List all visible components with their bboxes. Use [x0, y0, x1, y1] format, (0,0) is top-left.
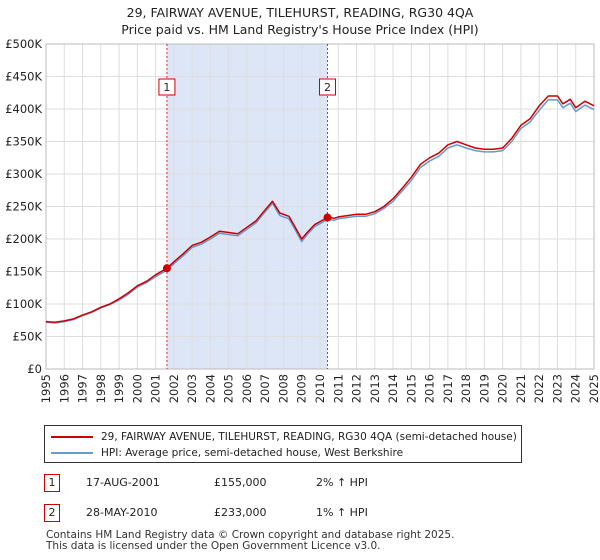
x-tick-label: 2025 [587, 374, 600, 403]
x-tick-label: 2001 [149, 374, 163, 403]
price-chart: £0 £50K £100K £150K £200K £250K £300K £350K £400… [5, 37, 600, 403]
x-tick-label: 2019 [477, 374, 491, 403]
footer-copyright: Contains HM Land Registry data © Crown c… [46, 529, 455, 541]
x-tick-label: 2005 [222, 374, 236, 403]
x-tick-label: 2002 [167, 374, 181, 403]
x-tick-label: 2022 [532, 374, 546, 403]
y-tick-label: £400K [5, 102, 42, 116]
price-paid-line [45, 95, 595, 323]
footer-license: This data is licensed under the Open Gov… [46, 540, 381, 552]
transaction-hpi: 1% ↑ HPI [316, 506, 368, 519]
transaction-badge: 1 [44, 474, 60, 492]
y-tick-label: £450K [5, 70, 42, 84]
legend-hpi-swatch [51, 452, 93, 454]
x-tick-label: 2008 [276, 374, 290, 403]
x-tick-label: 1998 [94, 374, 108, 403]
legend-price-swatch [51, 436, 93, 438]
chart-title: 29, FAIRWAY AVENUE, TILEHURST, READING, … [126, 5, 474, 20]
y-tick-label: £0 [27, 362, 42, 376]
transaction-badge: 2 [44, 504, 60, 522]
x-tick-label: 1999 [112, 374, 126, 403]
x-tick-label: 2024 [569, 374, 583, 403]
plot-frame [45, 43, 595, 370]
sale-marker-box [158, 78, 176, 96]
x-tick-label: 2003 [185, 374, 199, 403]
legend-price-label: 29, FAIRWAY AVENUE, TILEHURST, READING, … [101, 431, 517, 443]
legend-hpi-label: HPI: Average price, semi-detached house,… [101, 447, 404, 459]
x-tick-label: 2006 [240, 374, 254, 403]
y-tick-label: £150K [5, 265, 42, 279]
y-tick-label: £250K [5, 200, 42, 214]
x-tick-label: 2012 [350, 374, 364, 403]
y-tick-label: £500K [5, 37, 42, 51]
sale-point [323, 213, 332, 222]
transaction-price: £155,000 [214, 476, 267, 489]
y-tick-label: £350K [5, 135, 42, 149]
x-tick-label: 2021 [514, 374, 528, 403]
x-tick-label: 2004 [203, 374, 217, 403]
x-tick-label: 2011 [331, 374, 345, 403]
transaction-row: 2 28-MAY-2010 £233,000 1% ↑ HPI [44, 504, 564, 524]
x-tick-label: 2018 [459, 374, 473, 403]
transaction-row: 1 17-AUG-2001 £155,000 2% ↑ HPI [44, 474, 564, 494]
transaction-date: 28-MAY-2010 [86, 506, 158, 519]
chart-subtitle: Price paid vs. HM Land Registry's House … [121, 22, 479, 37]
legend: 29, FAIRWAY AVENUE, TILEHURST, READING, … [44, 425, 522, 463]
y-tick-label: £50K [13, 330, 43, 344]
y-tick-label: £100K [5, 297, 42, 311]
x-tick-label: 1996 [57, 374, 71, 403]
sale-point [162, 264, 171, 273]
legend-item-price: 29, FAIRWAY AVENUE, TILEHURST, READING, … [51, 429, 517, 445]
x-tick-label: 2017 [441, 374, 455, 403]
x-tick-label: 2009 [295, 374, 309, 403]
x-tick-label: 2014 [386, 374, 400, 403]
sale-marker-label: 2 [324, 81, 331, 94]
x-tick-label: 2020 [496, 374, 510, 403]
x-tick-label: 2015 [404, 374, 418, 403]
x-tick-label: 1995 [39, 374, 53, 403]
transaction-hpi: 2% ↑ HPI [316, 476, 368, 489]
x-tick-label: 1997 [76, 374, 90, 403]
sale-marker-label: 1 [163, 81, 170, 94]
legend-item-hpi: HPI: Average price, semi-detached house,… [51, 445, 403, 461]
y-tick-label: £300K [5, 167, 42, 181]
y-tick-label: £200K [5, 232, 42, 246]
x-tick-label: 2000 [130, 374, 144, 403]
x-tick-label: 2007 [258, 374, 272, 403]
sale-marker-box [318, 78, 336, 96]
hpi-line [45, 99, 595, 324]
footer: Contains HM Land Registry data © Crown c… [46, 530, 454, 552]
transaction-date: 17-AUG-2001 [86, 476, 160, 489]
x-tick-label: 2023 [550, 374, 564, 403]
x-tick-label: 2010 [313, 374, 327, 403]
transaction-price: £233,000 [214, 506, 267, 519]
x-tick-label: 2013 [368, 374, 382, 403]
x-tick-label: 2016 [423, 374, 437, 403]
